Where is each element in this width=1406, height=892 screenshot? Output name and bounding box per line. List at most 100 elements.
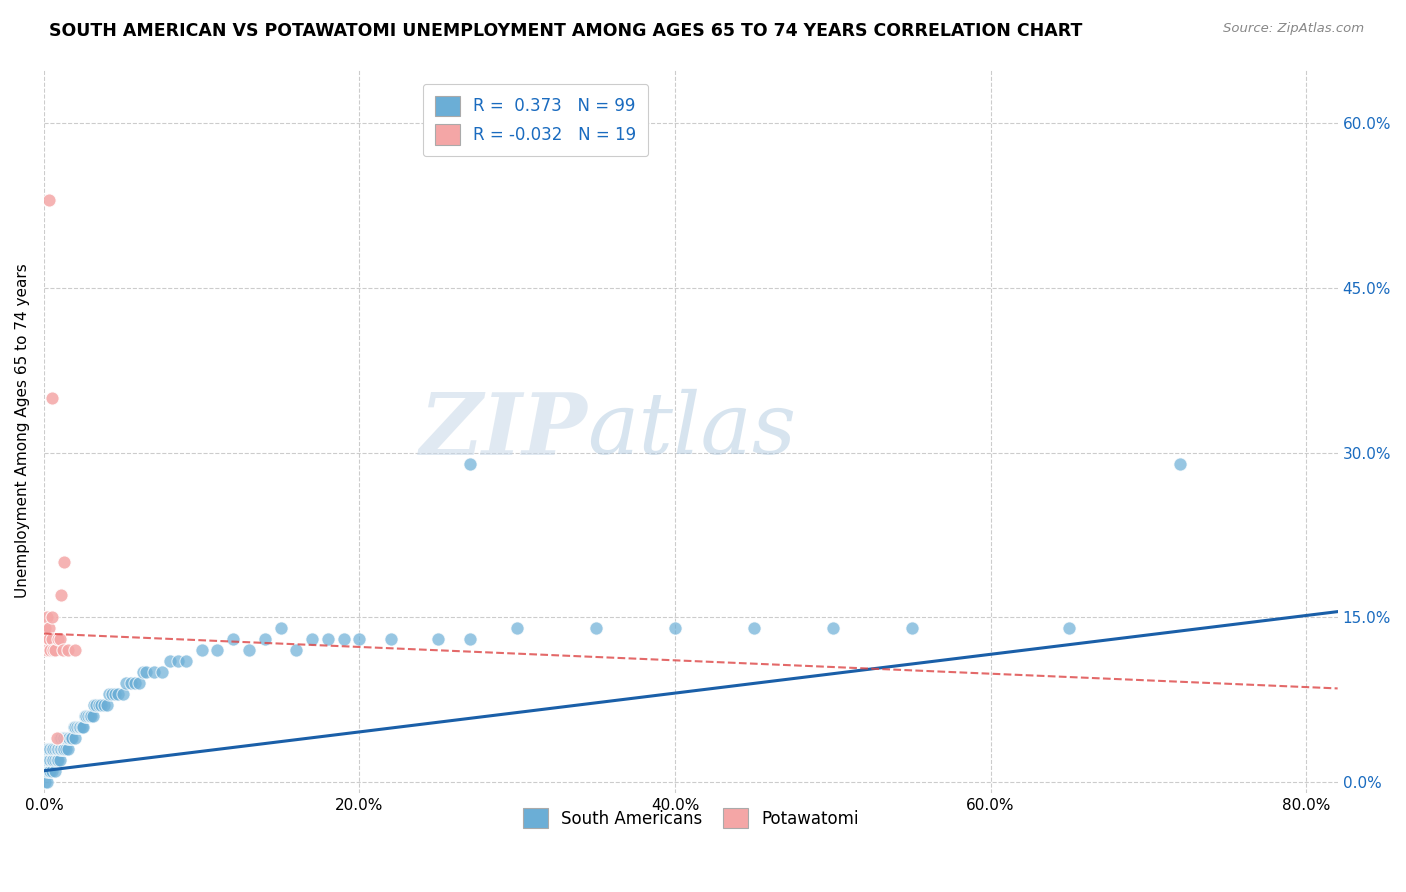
Text: atlas: atlas bbox=[588, 389, 796, 472]
Point bbox=[55, 741, 77, 756]
Text: Source: ZipAtlas.com: Source: ZipAtlas.com bbox=[1223, 22, 1364, 36]
Point bbox=[73, 709, 96, 723]
Point bbox=[39, 764, 62, 778]
Point bbox=[150, 665, 173, 679]
Point bbox=[96, 698, 118, 712]
Point bbox=[90, 698, 112, 712]
Point bbox=[48, 753, 70, 767]
Point bbox=[83, 698, 105, 712]
Point bbox=[39, 643, 62, 657]
Point bbox=[39, 741, 62, 756]
Point bbox=[135, 665, 157, 679]
Point bbox=[77, 709, 100, 723]
Point bbox=[34, 621, 56, 635]
Point bbox=[44, 753, 66, 767]
Text: SOUTH AMERICAN VS POTAWATOMI UNEMPLOYMENT AMONG AGES 65 TO 74 YEARS CORRELATION : SOUTH AMERICAN VS POTAWATOMI UNEMPLOYMEN… bbox=[49, 22, 1083, 40]
Point bbox=[67, 720, 90, 734]
Point bbox=[111, 687, 134, 701]
Point bbox=[38, 753, 60, 767]
Point bbox=[41, 741, 63, 756]
Point bbox=[59, 731, 82, 745]
Point bbox=[93, 698, 115, 712]
Point bbox=[222, 632, 245, 646]
Point bbox=[42, 753, 65, 767]
Point bbox=[56, 643, 79, 657]
Point bbox=[34, 764, 56, 778]
Point bbox=[41, 753, 63, 767]
Point bbox=[332, 632, 354, 646]
Point bbox=[46, 753, 69, 767]
Legend: South Americans, Potawatomi: South Americans, Potawatomi bbox=[516, 801, 865, 835]
Point bbox=[100, 687, 122, 701]
Point bbox=[285, 643, 308, 657]
Point bbox=[35, 643, 58, 657]
Point bbox=[56, 741, 79, 756]
Point bbox=[316, 632, 339, 646]
Point bbox=[42, 741, 65, 756]
Point bbox=[253, 632, 276, 646]
Point bbox=[128, 676, 150, 690]
Point bbox=[41, 764, 63, 778]
Point bbox=[41, 610, 63, 624]
Point bbox=[41, 391, 63, 405]
Point bbox=[900, 621, 922, 635]
Point bbox=[52, 741, 75, 756]
Point bbox=[45, 741, 67, 756]
Point bbox=[107, 687, 129, 701]
Point bbox=[380, 632, 402, 646]
Point bbox=[270, 621, 292, 635]
Point bbox=[44, 741, 66, 756]
Text: ZIP: ZIP bbox=[419, 389, 588, 473]
Point bbox=[38, 741, 60, 756]
Point bbox=[167, 654, 190, 668]
Point bbox=[38, 193, 60, 207]
Point bbox=[44, 764, 66, 778]
Point bbox=[1168, 457, 1191, 471]
Point bbox=[458, 632, 481, 646]
Point bbox=[76, 709, 98, 723]
Point bbox=[65, 720, 87, 734]
Point bbox=[70, 720, 93, 734]
Point bbox=[349, 632, 371, 646]
Point bbox=[56, 731, 79, 745]
Point bbox=[120, 676, 142, 690]
Point bbox=[35, 774, 58, 789]
Point bbox=[1059, 621, 1081, 635]
Point bbox=[52, 731, 75, 745]
Point bbox=[35, 753, 58, 767]
Point bbox=[53, 741, 76, 756]
Point bbox=[38, 764, 60, 778]
Point bbox=[458, 457, 481, 471]
Point bbox=[38, 632, 60, 646]
Point bbox=[97, 687, 120, 701]
Point bbox=[427, 632, 450, 646]
Point bbox=[45, 753, 67, 767]
Point bbox=[821, 621, 844, 635]
Point bbox=[51, 588, 73, 602]
Point bbox=[46, 741, 69, 756]
Point bbox=[44, 643, 66, 657]
Point bbox=[42, 643, 65, 657]
Point bbox=[35, 610, 58, 624]
Point bbox=[664, 621, 686, 635]
Y-axis label: Unemployment Among Ages 65 to 74 years: Unemployment Among Ages 65 to 74 years bbox=[15, 263, 30, 598]
Point bbox=[41, 632, 63, 646]
Point bbox=[87, 698, 110, 712]
Point bbox=[35, 741, 58, 756]
Point bbox=[65, 731, 87, 745]
Point bbox=[66, 720, 89, 734]
Point bbox=[45, 731, 67, 745]
Point bbox=[38, 621, 60, 635]
Point bbox=[60, 731, 83, 745]
Point bbox=[742, 621, 765, 635]
Point bbox=[53, 731, 76, 745]
Point bbox=[104, 687, 127, 701]
Point bbox=[506, 621, 529, 635]
Point bbox=[48, 632, 70, 646]
Point bbox=[174, 654, 197, 668]
Point bbox=[159, 654, 181, 668]
Point bbox=[58, 731, 80, 745]
Point bbox=[190, 643, 212, 657]
Point bbox=[34, 774, 56, 789]
Point bbox=[34, 632, 56, 646]
